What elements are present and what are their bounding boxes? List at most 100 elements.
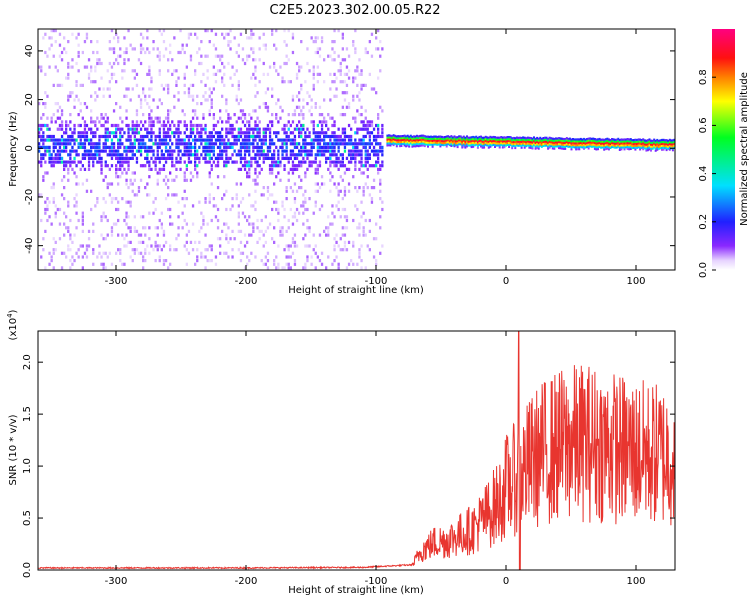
heatmap-cell bbox=[85, 105, 89, 109]
heatmap-cell bbox=[370, 32, 374, 36]
heatmap-cell bbox=[229, 29, 232, 33]
heatmap-cell bbox=[271, 142, 274, 146]
heatmap-cell bbox=[85, 244, 89, 248]
heatmap-cell bbox=[158, 142, 161, 146]
heatmap-cell bbox=[431, 141, 434, 144]
heatmap-cell bbox=[533, 140, 535, 143]
heatmap-cell bbox=[85, 149, 89, 153]
heatmap-cell bbox=[81, 134, 84, 139]
heatmap-cell bbox=[135, 83, 139, 87]
heatmap-cell bbox=[216, 175, 220, 179]
heatmap-cell bbox=[540, 139, 543, 143]
heatmap-cell bbox=[293, 240, 297, 244]
heatmap-cell bbox=[430, 141, 433, 144]
heatmap-cell bbox=[106, 69, 109, 73]
heatmap-cell bbox=[598, 145, 601, 148]
heatmap-cell bbox=[63, 47, 66, 51]
heatmap-cell bbox=[568, 145, 571, 148]
heatmap-cell bbox=[389, 144, 392, 147]
heatmap-cell bbox=[370, 131, 374, 135]
heatmap-cell bbox=[448, 142, 451, 145]
heatmap-cell bbox=[327, 142, 330, 146]
heatmap-cell bbox=[306, 207, 309, 212]
heatmap-cell bbox=[289, 80, 292, 84]
heatmap-cell bbox=[90, 127, 93, 131]
heatmap-cell bbox=[144, 127, 147, 131]
heatmap-cell bbox=[106, 145, 109, 149]
heatmap-cell bbox=[67, 171, 70, 175]
heatmap-cell bbox=[536, 140, 539, 143]
heatmap-cell bbox=[392, 138, 395, 141]
heatmap-cell bbox=[96, 61, 99, 66]
heatmap-cell bbox=[196, 123, 199, 128]
heatmap-cell bbox=[285, 54, 288, 58]
heatmap-cell bbox=[466, 143, 468, 146]
heatmap-cell bbox=[54, 142, 57, 146]
heatmap-cell bbox=[291, 131, 295, 135]
heatmap-cell bbox=[306, 61, 309, 66]
heatmap-cell bbox=[295, 167, 299, 171]
heatmap-cell bbox=[657, 143, 660, 146]
heatmap-cell bbox=[110, 131, 114, 135]
heatmap-cell bbox=[262, 233, 265, 237]
heatmap-cell bbox=[414, 141, 417, 144]
heatmap-cell bbox=[283, 61, 286, 66]
heatmap-cell bbox=[558, 146, 560, 150]
heatmap-cell bbox=[455, 144, 457, 147]
heatmap-cell bbox=[237, 153, 240, 157]
heatmap-cell bbox=[411, 139, 414, 142]
heatmap-cell bbox=[412, 135, 415, 138]
heatmap-cell bbox=[451, 144, 454, 147]
heatmap-cell bbox=[285, 149, 288, 153]
heatmap-cell bbox=[102, 262, 105, 266]
heatmap-cell bbox=[237, 211, 240, 215]
heatmap-cell bbox=[42, 36, 45, 40]
heatmap-cell bbox=[431, 145, 434, 148]
heatmap-cell bbox=[490, 138, 493, 141]
heatmap-cell bbox=[318, 105, 322, 109]
heatmap-cell bbox=[175, 160, 178, 164]
heatmap-cell bbox=[44, 149, 47, 153]
heatmap-cell bbox=[618, 139, 621, 142]
heatmap-cell bbox=[266, 105, 270, 109]
heatmap-cell bbox=[144, 259, 147, 263]
heatmap-cell bbox=[337, 200, 340, 204]
heatmap-cell bbox=[358, 113, 361, 117]
heatmap-cell bbox=[258, 127, 261, 131]
heatmap-cell bbox=[343, 91, 347, 95]
heatmap-cell bbox=[112, 142, 116, 146]
heatmap-cell bbox=[254, 171, 257, 175]
heatmap-cell bbox=[150, 149, 153, 153]
heatmap-cell bbox=[581, 144, 584, 147]
heatmap-cell bbox=[246, 138, 249, 142]
heatmap-cell bbox=[448, 136, 451, 139]
heatmap-cell bbox=[210, 105, 213, 109]
heatmap-cell bbox=[171, 178, 174, 182]
heatmap-cell bbox=[486, 142, 489, 145]
heatmap-cell bbox=[219, 138, 222, 142]
heatmap-cell bbox=[154, 156, 157, 160]
heatmap-cell bbox=[67, 229, 70, 233]
heatmap-cell bbox=[408, 145, 411, 148]
heatmap-cell bbox=[564, 139, 567, 143]
heatmap-cell bbox=[420, 134, 423, 137]
heatmap-cell bbox=[104, 131, 107, 135]
heatmap-cell bbox=[331, 149, 334, 153]
heatmap-cell bbox=[204, 255, 207, 259]
heatmap-cell bbox=[123, 262, 126, 266]
heatmap-cell bbox=[514, 145, 517, 148]
heatmap-cell bbox=[167, 186, 170, 190]
heatmap-cell bbox=[223, 138, 226, 142]
heatmap-cell bbox=[352, 43, 355, 47]
heatmap-cell bbox=[356, 94, 359, 98]
heatmap-cell bbox=[69, 120, 72, 124]
heatmap-cell bbox=[545, 142, 548, 145]
heatmap-cell bbox=[108, 80, 111, 84]
heatmap-cell bbox=[275, 69, 278, 73]
heatmap-cell bbox=[291, 237, 295, 241]
heatmap-cell bbox=[94, 156, 97, 160]
heatmap-cell bbox=[237, 54, 240, 58]
heatmap-cell bbox=[283, 40, 286, 44]
heatmap-cell bbox=[164, 240, 168, 244]
heatmap-cell bbox=[248, 113, 251, 117]
